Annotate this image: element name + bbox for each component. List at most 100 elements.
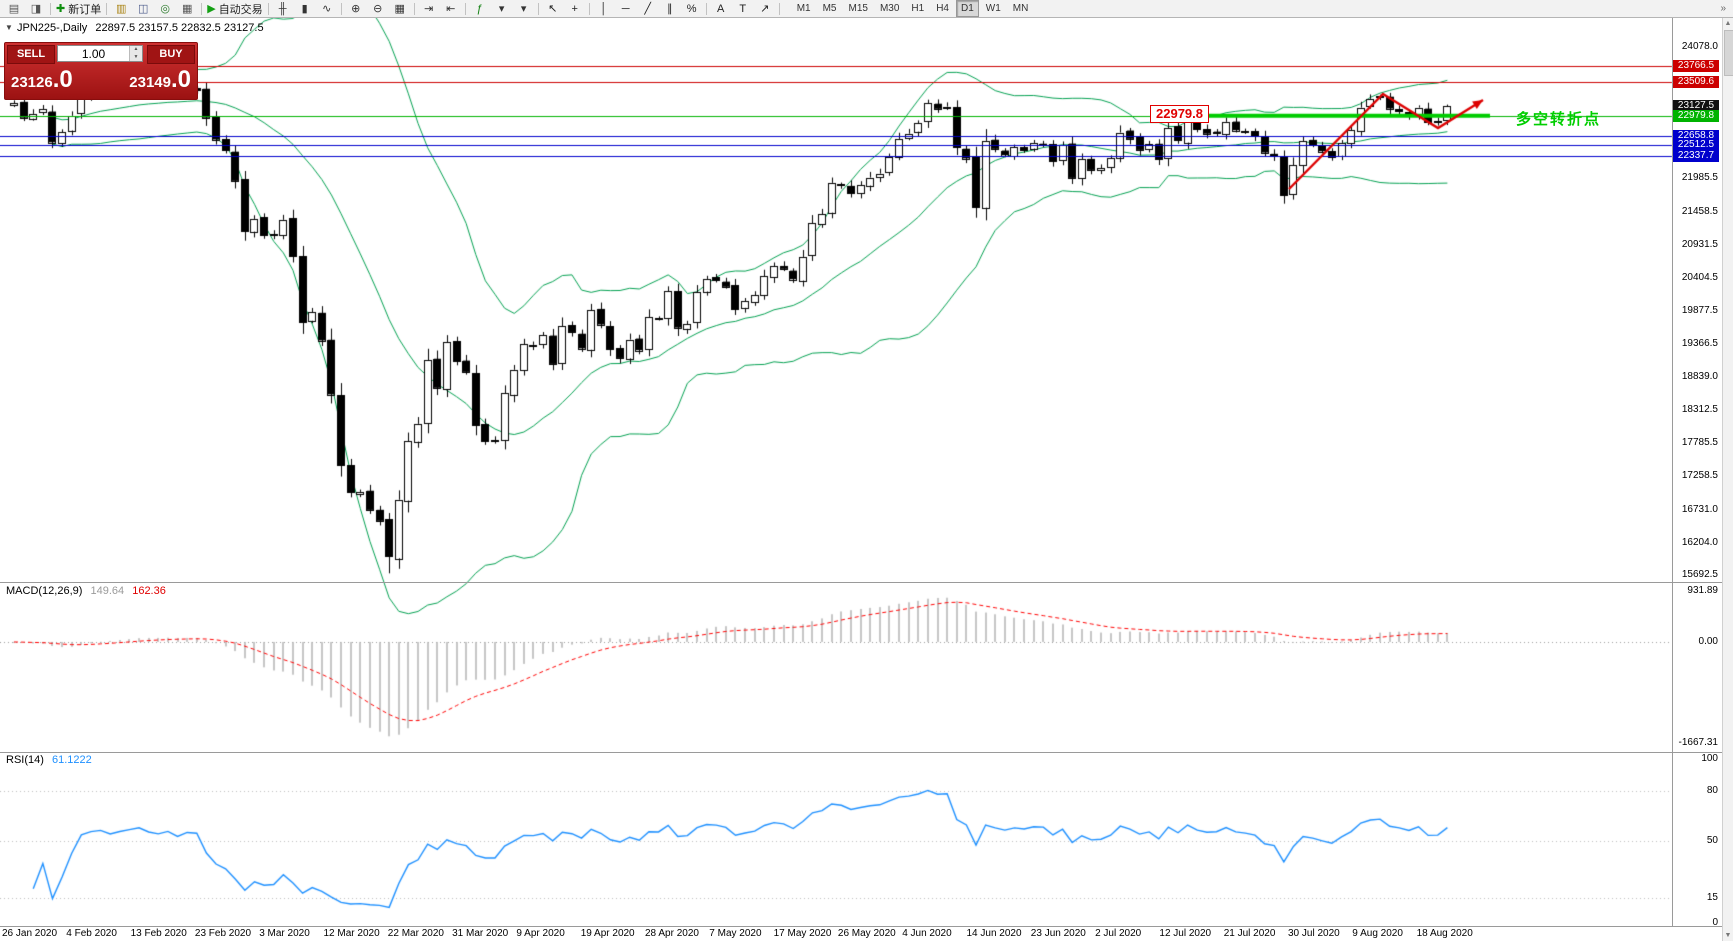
chart-shift-icon: ⇤ <box>446 2 456 15</box>
cursor-icon: ↖ <box>548 2 558 15</box>
terminal-icon: ▦ <box>182 2 193 15</box>
zoom-out-icon: ⊖ <box>373 2 383 15</box>
buy-price-main: 23149 <box>129 74 171 91</box>
vertical-line-icon[interactable]: │ <box>593 1 615 17</box>
pane-separator[interactable] <box>0 582 1733 583</box>
chart-ohlc-values: 22897.5 23157.5 22832.5 23127.5 <box>95 22 264 34</box>
toolbar-separator <box>705 2 707 15</box>
auto-scroll-icon[interactable]: ⇥ <box>418 1 440 17</box>
macd-signal-value: 162.36 <box>132 585 166 597</box>
vertical-line-icon: │ <box>600 2 608 15</box>
macd-name: MACD(12,26,9) <box>6 585 83 597</box>
sell-button[interactable]: SELL <box>7 45 55 64</box>
templates-dropdown-icon: ▾ <box>520 2 527 15</box>
channel-icon: ∥ <box>666 2 673 15</box>
toolbar-separator <box>201 2 203 15</box>
navigator-icon[interactable]: ◎ <box>154 1 176 17</box>
timeframe-d1[interactable]: D1 <box>956 0 979 17</box>
one-click-collapse-icon[interactable]: ▼ <box>5 23 13 32</box>
lot-increase-button[interactable]: ▲ <box>130 46 142 54</box>
profiles-icon[interactable]: ◨ <box>25 1 47 17</box>
line-chart-icon[interactable]: ∿ <box>316 1 338 17</box>
date-axis-separator <box>0 926 1733 927</box>
text-icon[interactable]: A <box>710 1 732 17</box>
autotrading-button-label: 自动交易 <box>218 3 263 16</box>
market-watch-icon[interactable]: ▥ <box>110 1 132 17</box>
bar-chart-icon[interactable]: ╫ <box>272 1 294 17</box>
crosshair-icon[interactable]: + <box>564 1 586 17</box>
horizontal-line-icon: ─ <box>621 2 630 15</box>
zoom-in-icon: ⊕ <box>351 2 361 15</box>
new-order-button[interactable]: ✚ 新订单 <box>54 1 103 17</box>
sell-price-decimal: .0 <box>52 66 73 93</box>
sell-price-main: 23126 <box>11 74 53 91</box>
text-label-icon: T <box>739 2 747 15</box>
autotrading-icon: ▶ <box>207 2 216 15</box>
cursor-icon[interactable]: ↖ <box>542 1 564 17</box>
arrows-icon[interactable]: ↗ <box>754 1 776 17</box>
timeframe-toolbar: M1 M5 M15 M30 H1 H4 D1 W1 MN <box>791 0 1035 17</box>
timeframe-m15[interactable]: M15 <box>848 3 868 14</box>
scroll-down-button[interactable]: ▼ <box>1724 932 1732 939</box>
toolbar-overflow-icon[interactable]: » <box>1720 3 1726 14</box>
rsi-indicator-label: RSI(14) 61.1222 <box>6 754 92 766</box>
templates-dropdown[interactable]: ▾ <box>513 1 535 17</box>
timeframe-m1[interactable]: M1 <box>796 3 811 14</box>
fibonacci-icon: % <box>686 2 697 15</box>
zoom-in-icon[interactable]: ⊕ <box>345 1 367 17</box>
trendline-icon[interactable]: ╱ <box>637 1 659 17</box>
periods-dropdown-icon: ▾ <box>498 2 505 15</box>
toolbar-separator <box>537 2 539 15</box>
buy-price[interactable]: 23149.0 <box>129 66 191 94</box>
turning-point-note: 多空转折点 <box>1516 111 1602 128</box>
new-chart-icon[interactable]: ▤ <box>3 1 25 17</box>
autotrading-button[interactable]: ▶ 自动交易 <box>205 1 264 17</box>
macd-main-value: 149.64 <box>90 585 125 597</box>
zoom-out-icon[interactable]: ⊖ <box>367 1 389 17</box>
toolbar-separator <box>588 2 590 15</box>
text-label-icon[interactable]: T <box>732 1 754 17</box>
price-annotation: 22979.8 <box>1150 105 1209 123</box>
toolbar-separator <box>267 2 269 15</box>
pane-separator[interactable] <box>0 752 1733 753</box>
timeframe-w1[interactable]: W1 <box>985 3 1001 14</box>
indicators-icon[interactable]: ƒ <box>469 1 491 17</box>
scrollbar-thumb[interactable] <box>1724 30 1733 76</box>
timeframe-h4[interactable]: H4 <box>936 3 949 14</box>
market-watch-icon: ▥ <box>116 2 127 15</box>
candlestick-chart-icon[interactable]: ▮ <box>294 1 316 17</box>
timeframe-m30[interactable]: M30 <box>879 3 900 14</box>
toolbar-separator <box>778 2 780 15</box>
bar-chart-icon: ╫ <box>278 2 287 15</box>
rsi-name: RSI(14) <box>6 754 44 766</box>
candlestick-chart-icon: ▮ <box>301 2 308 15</box>
timeframe-mn[interactable]: MN <box>1012 3 1029 14</box>
timeframe-m5[interactable]: M5 <box>822 3 837 14</box>
vertical-scrollbar[interactable]: ▲ ▼ <box>1722 18 1733 941</box>
navigator-icon: ◎ <box>160 2 171 15</box>
buy-button[interactable]: BUY <box>147 45 195 64</box>
lot-decrease-button[interactable]: ▼ <box>130 53 142 61</box>
new-order-button-label: 新订单 <box>68 3 102 16</box>
rsi-value: 61.1222 <box>51 754 92 766</box>
periods-dropdown[interactable]: ▾ <box>491 1 513 17</box>
data-window-icon[interactable]: ◫ <box>132 1 154 17</box>
sell-price[interactable]: 23126.0 <box>11 66 73 94</box>
chart-title: JPN225-,Daily 22897.5 23157.5 22832.5 23… <box>17 22 264 34</box>
toolbar-separator <box>106 2 108 15</box>
scroll-up-button[interactable]: ▲ <box>1724 20 1732 27</box>
horizontal-line-icon[interactable]: ─ <box>615 1 637 17</box>
chart-shift-icon[interactable]: ⇤ <box>440 1 462 17</box>
lot-size-field: ▲ ▼ <box>57 45 143 62</box>
text-icon: A <box>717 2 725 15</box>
price-axis-line <box>1672 18 1673 926</box>
terminal-icon[interactable]: ▦ <box>176 1 198 17</box>
timeframe-h1[interactable]: H1 <box>911 3 925 14</box>
tile-windows-icon[interactable]: ▦ <box>389 1 411 17</box>
lot-input[interactable] <box>58 46 129 61</box>
toolbar-separator <box>413 2 415 15</box>
channel-icon[interactable]: ∥ <box>659 1 681 17</box>
fibonacci-icon[interactable]: % <box>681 1 703 17</box>
